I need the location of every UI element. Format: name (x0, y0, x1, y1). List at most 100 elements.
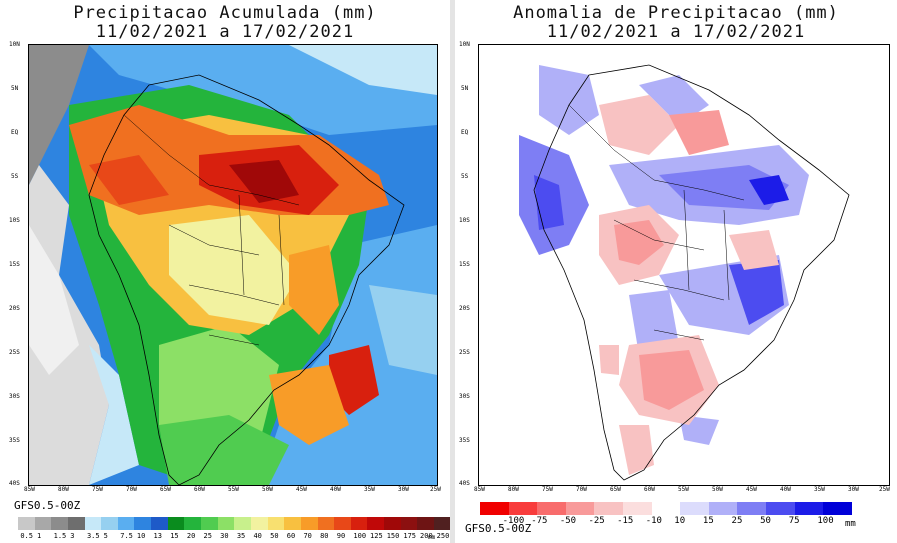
lon-tick: 60W (644, 486, 655, 493)
colorbar-label: -50 (559, 516, 577, 526)
model-label: GFS0.5-00Z (14, 499, 81, 512)
colorbar-label: 7.5 (120, 532, 133, 540)
colorbar-label: 3.5 (86, 532, 100, 540)
colorbar-swatch (417, 517, 435, 530)
colorbar-swatch (766, 502, 795, 515)
lat-tick: 10S (459, 217, 470, 224)
colorbar-label: 25 (203, 532, 212, 540)
colorbar-swatch (823, 502, 852, 515)
colorbar-label: 250 (436, 532, 450, 540)
lon-tick: 75W (92, 486, 103, 493)
lat-tick: 25S (9, 349, 20, 356)
lat-tick: EQ (461, 129, 469, 136)
colorbar-label: 30 (220, 532, 229, 540)
lat-tick: 15S (9, 261, 20, 268)
precipitation-anomaly-panel: Anomalia de Precipitacao (mm) 11/02/2021… (455, 0, 897, 543)
colorbar-swatch (565, 502, 595, 515)
lon-tick: 70W (126, 486, 137, 493)
colorbar-label: 13 (153, 532, 162, 540)
colorbar-label: 125 (370, 532, 383, 540)
lon-tick: 40W (330, 486, 341, 493)
lon-tick: 65W (160, 486, 171, 493)
colorbar-swatch (201, 517, 218, 530)
colorbar-swatch (267, 517, 285, 530)
lon-tick: 80W (58, 486, 69, 493)
lat-tick: 25S (459, 349, 470, 356)
colorbar-swatch (794, 502, 824, 515)
panel-title: Anomalia de Precipitacao (mm) (513, 3, 839, 23)
colorbar-label: 90 (336, 532, 346, 540)
colorbar-label: 0.5 (20, 532, 33, 540)
lat-tick: 20S (9, 305, 20, 312)
panel-date-range: 11/02/2021 a 17/02/2021 (546, 22, 806, 42)
colorbar-label: 35 (236, 532, 246, 540)
colorbar-label: 100 (353, 532, 367, 540)
colorbar-swatch (34, 517, 52, 530)
lat-tick: 5S (11, 173, 19, 180)
lat-tick: 35S (9, 437, 20, 444)
lat-tick: 10S (9, 217, 20, 224)
colorbar-label: -10 (645, 516, 662, 526)
lon-tick: 45W (296, 486, 307, 493)
lon-tick: 80W (508, 486, 519, 493)
lat-tick: 10N (9, 41, 20, 48)
colorbar-swatch (708, 502, 738, 515)
colorbar-swatch (117, 517, 135, 530)
colorbar-label: 25 (731, 516, 743, 526)
lon-tick: 45W (746, 486, 757, 493)
colorbar-swatch (18, 517, 35, 530)
lat-tick: 30S (9, 393, 20, 400)
lat-tick: 30S (459, 393, 470, 400)
lat-tick: 5N (461, 85, 469, 92)
colorbar-label: 175 (403, 532, 417, 540)
colorbar-swatch (217, 517, 235, 530)
colorbar-label: 50 (270, 532, 279, 540)
model-label: GFS0.5-00Z (465, 522, 532, 535)
colorbar-label: 80 (320, 532, 329, 540)
colorbar-swatch (300, 517, 318, 530)
colorbar-label: 1 (36, 532, 42, 540)
lat-tick: 15S (459, 261, 470, 268)
lon-tick: 35W (364, 486, 375, 493)
lat-tick: 35S (459, 437, 470, 444)
colorbar-label: 50 (760, 516, 771, 526)
colorbar-label: 60 (286, 532, 296, 540)
lon-tick: 65W (610, 486, 621, 493)
colorbar-swatch (184, 517, 202, 530)
colorbar-label: -15 (617, 516, 634, 526)
colorbar-label: 150 (386, 532, 400, 540)
colorbar-swatch (594, 502, 624, 515)
anomaly-colorbar (480, 502, 852, 515)
colorbar-swatch (101, 517, 118, 530)
colorbar-label: 1.5 (53, 532, 67, 540)
colorbar-swatch (623, 502, 652, 515)
colorbar-swatch (84, 517, 102, 530)
colorbar-swatch (167, 517, 185, 530)
colorbar-label: 15 (170, 532, 179, 540)
colorbar-swatch (434, 517, 451, 530)
lon-tick: 25W (430, 486, 441, 493)
anomaly-unit: mm (845, 519, 856, 529)
colorbar-swatch (151, 517, 168, 530)
colorbar-label: 10 (136, 532, 146, 540)
precipitation-field (29, 45, 437, 485)
colorbar-swatch (51, 517, 68, 530)
anomaly-field (479, 45, 889, 485)
colorbar-swatch (250, 517, 268, 530)
colorbar-label: 40 (253, 532, 262, 540)
colorbar-swatch (400, 517, 418, 530)
lat-tick: 5N (11, 85, 19, 92)
precipitation-map (28, 44, 438, 486)
precipitation-unit: mm (428, 534, 436, 541)
colorbar-label: 5 (103, 532, 108, 540)
colorbar-label: -100 (502, 516, 525, 526)
lat-tick: EQ (11, 129, 19, 136)
colorbar-swatch (284, 517, 301, 530)
colorbar-swatch (480, 502, 509, 515)
lon-tick: 55W (678, 486, 689, 493)
lon-tick: 35W (814, 486, 825, 493)
colorbar-swatch (537, 502, 566, 515)
lon-tick: 30W (398, 486, 409, 493)
lat-tick: 5S (461, 173, 469, 180)
colorbar-swatch (350, 517, 368, 530)
